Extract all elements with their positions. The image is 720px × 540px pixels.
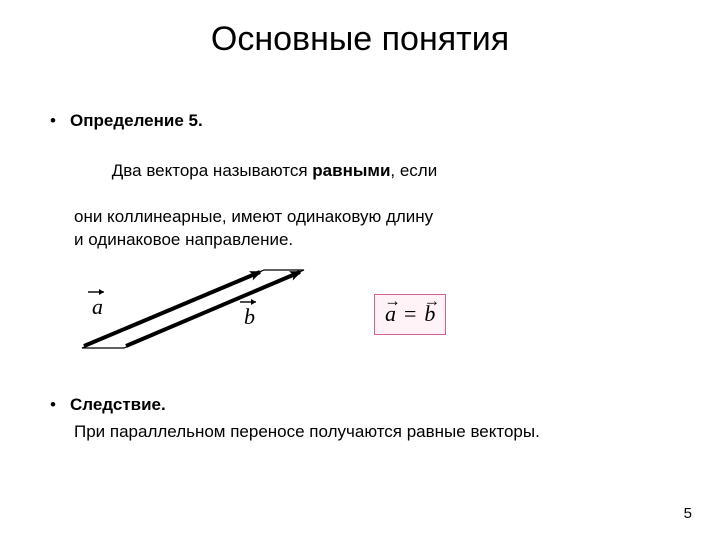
- bullet-dot: •: [50, 394, 70, 417]
- page-number: 5: [684, 505, 692, 522]
- definition-line-1: Два вектора называются равными, если: [74, 137, 670, 206]
- content-area: • Определение 5. Два вектора называются …: [50, 110, 670, 444]
- vector-a-arrow: [84, 272, 260, 346]
- definition-head: Определение 5.: [70, 110, 203, 133]
- vector-b-arrow: [126, 272, 300, 346]
- vector-diagram: a b: [74, 262, 324, 362]
- definition-body: Два вектора называются равными, если они…: [74, 137, 670, 252]
- vector-b-label: b: [240, 299, 256, 329]
- eq-operator: =: [402, 299, 418, 329]
- vector-a-label: a: [88, 289, 104, 319]
- bullet-dot: •: [50, 110, 70, 133]
- corollary-text: При параллельном переносе получаются рав…: [74, 421, 670, 444]
- corollary-bullet: • Следствие.: [50, 394, 670, 417]
- def-line1-pre: Два вектора называются: [112, 161, 313, 180]
- slide: Основные понятия • Определение 5. Два ве…: [0, 0, 720, 540]
- vector-arrow-icon: →: [384, 290, 397, 312]
- definition-line-3: и одинаковое направление.: [74, 229, 670, 252]
- svg-text:a: a: [92, 294, 103, 319]
- equality-box: → a = → b: [374, 294, 446, 336]
- svg-text:b: b: [244, 304, 255, 329]
- def-line1-post: , если: [390, 161, 437, 180]
- def-line1-em: равными: [312, 161, 390, 180]
- definition-line-2: они коллинеарные, имеют одинаковую длину: [74, 206, 670, 229]
- eq-lhs-vector: → a: [385, 299, 396, 329]
- vector-arrow-icon: →: [424, 290, 437, 312]
- corollary-head: Следствие.: [70, 394, 166, 417]
- corollary-block: • Следствие. При параллельном переносе п…: [50, 394, 670, 444]
- diagram-row: a b → a = → b: [74, 262, 670, 372]
- parallelogram: [82, 270, 304, 348]
- slide-title: Основные понятия: [0, 20, 720, 59]
- eq-rhs-vector: → b: [424, 299, 435, 329]
- definition-bullet: • Определение 5.: [50, 110, 670, 133]
